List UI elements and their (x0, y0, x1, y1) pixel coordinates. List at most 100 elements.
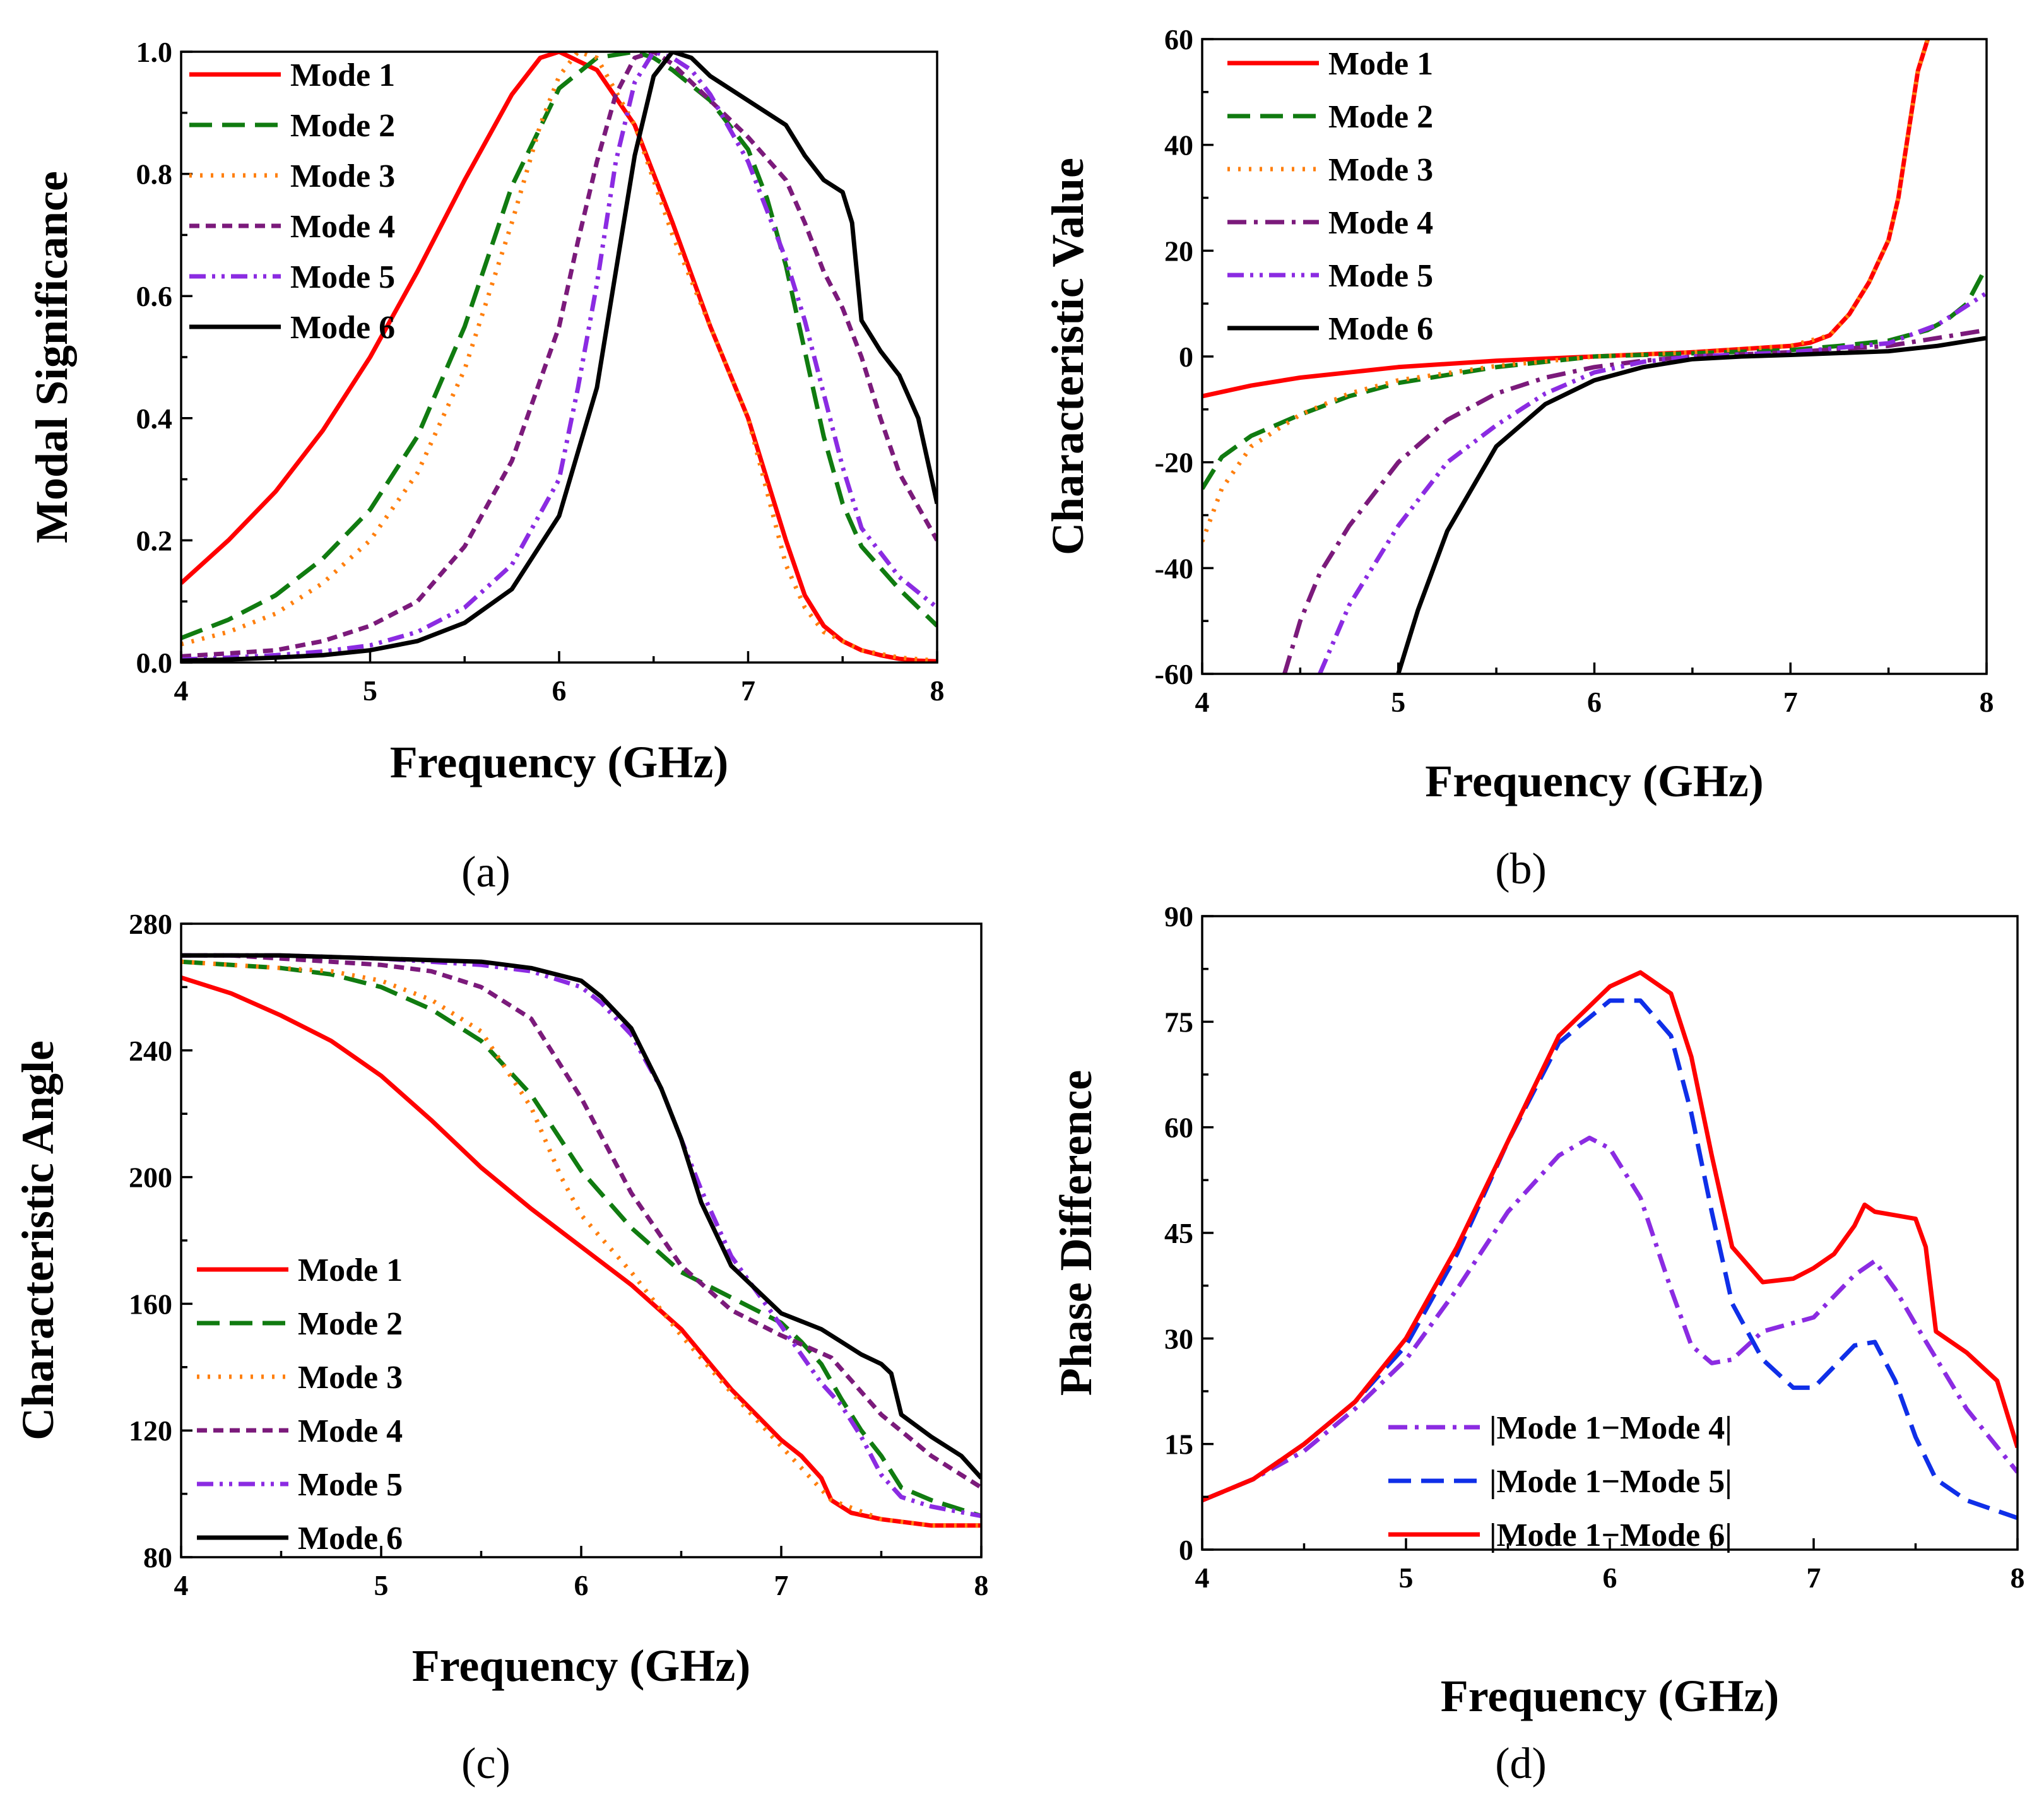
legend-label: Mode 2 (1328, 99, 1433, 135)
series-line-3 (181, 52, 937, 662)
y-tick-label: 0.8 (136, 158, 173, 191)
y-axis-title: Characteristic Value (1043, 158, 1093, 555)
x-axis-title: Frequency (GHz) (1441, 1671, 1780, 1721)
x-tick-label: 4 (1195, 1562, 1210, 1594)
series-line-2 (181, 52, 937, 640)
plot-frame (180, 922, 983, 1558)
y-tick-label: 200 (129, 1162, 172, 1194)
y-tick-label: 1.0 (136, 36, 173, 68)
legend-label: |Mode 1−Mode 5| (1489, 1464, 1732, 1500)
y-axis-title: Phase Difference (1051, 1070, 1101, 1396)
x-tick-label: 7 (741, 674, 755, 707)
x-tick-label: 4 (174, 1569, 189, 1601)
legend-label: Mode 2 (290, 108, 395, 144)
y-tick-label: 160 (129, 1288, 172, 1320)
chart-panel-2: 4 5 6 7 8 -60 -40 -20 0 20 40 60 Frequency (GHz) Char… (1043, 23, 1994, 893)
legend: Mode 1 Mode 2 Mode 3 Mode 4 Mode 5 Mode 6 (1227, 46, 1433, 347)
legend: Mode 1 Mode 2 Mode 3 Mode 4 Mode 5 Mode 6 (197, 1252, 403, 1557)
x-axis-title: Frequency (GHz) (1425, 756, 1764, 806)
legend-label: Mode 5 (1328, 258, 1433, 294)
panel-label: (c) (461, 1740, 511, 1788)
y-tick-label: 80 (143, 1541, 172, 1574)
series-line-1 (181, 975, 981, 1528)
x-tick-label: 5 (363, 674, 377, 707)
series-line-1 (1202, 39, 1930, 399)
x-tick-label: 8 (974, 1569, 989, 1601)
x-tick-label: 4 (1195, 686, 1210, 718)
x-tick-label: 6 (574, 1569, 589, 1601)
y-tick-label: 15 (1164, 1428, 1193, 1461)
legend-label: Mode 6 (290, 310, 395, 346)
legend-label: Mode 3 (1328, 152, 1433, 188)
x-tick-label: 5 (1399, 1562, 1414, 1594)
series-line-6 (181, 52, 937, 662)
y-tick-label: 60 (1164, 23, 1193, 56)
legend-label: Mode 4 (298, 1413, 403, 1449)
x-tick-label: 7 (1783, 686, 1798, 718)
series-line-4 (181, 52, 937, 659)
y-tick-label: 0.4 (136, 403, 173, 435)
y-tick-label: 280 (129, 908, 172, 940)
y-tick-label: 0.0 (136, 647, 173, 679)
panel-label: (d) (1495, 1740, 1547, 1788)
plot-frame (1201, 915, 2019, 1551)
y-tick-label: 0 (1179, 1534, 1193, 1566)
y-tick-label: 60 (1164, 1112, 1193, 1144)
y-tick-label: 40 (1164, 129, 1193, 162)
legend-label: Mode 1 (1328, 46, 1433, 82)
y-tick-label: 0 (1179, 341, 1193, 373)
series-line-1 (1202, 1135, 2017, 1503)
legend-label: Mode 2 (298, 1306, 403, 1342)
x-tick-label: 5 (374, 1569, 389, 1601)
legend-label: |Mode 1−Mode 4| (1489, 1410, 1732, 1446)
y-tick-label: 120 (129, 1415, 172, 1447)
legend: |Mode 1−Mode 4| |Mode 1−Mode 5| |Mode 1−Mo… (1388, 1410, 1732, 1553)
panel-label: (a) (461, 848, 511, 897)
x-tick-label: 7 (774, 1569, 789, 1601)
series-line-4 (181, 953, 981, 1490)
chart-panel-3: 4 5 6 7 8 80 120 160 200 240 280 Frequency (GHz) Cha… (13, 908, 989, 1788)
x-tick-label: 5 (1391, 686, 1405, 718)
series-line-6 (181, 953, 981, 1480)
y-tick-label: 20 (1164, 235, 1193, 267)
legend: Mode 1 Mode 2 Mode 3 Mode 4 Mode 5 Mode 6 (189, 57, 395, 346)
series-line-3 (1202, 970, 2017, 1503)
y-tick-label: 0.2 (136, 524, 173, 556)
series-line-2 (1202, 998, 2017, 1521)
legend-label: Mode 1 (290, 57, 395, 93)
y-tick-label: 75 (1164, 1006, 1193, 1038)
y-tick-label: 0.6 (136, 280, 173, 312)
legend-label: Mode 6 (298, 1521, 403, 1557)
y-axis-title: Characteristic Angle (13, 1040, 63, 1440)
series-line-3 (181, 959, 981, 1528)
legend-label: Mode 4 (290, 209, 395, 245)
x-tick-label: 8 (930, 674, 945, 707)
legend-label: Mode 4 (1328, 205, 1433, 241)
x-tick-label: 6 (1587, 686, 1602, 718)
x-tick-label: 6 (552, 674, 567, 707)
chart-panel-1: 4 5 6 7 8 0.0 0.2 0.4 0.6 0.8 1.0 Frequency (GHz) Mo… (27, 36, 945, 897)
legend-label: Mode 3 (290, 158, 395, 194)
series-line-4 (1282, 327, 1987, 674)
x-axis-title: Frequency (GHz) (412, 1640, 751, 1691)
series-line-5 (1318, 291, 1987, 674)
y-tick-label: -60 (1155, 658, 1193, 690)
y-tick-label: 240 (129, 1035, 172, 1067)
y-tick-label: -20 (1155, 447, 1193, 479)
x-tick-label: 6 (1603, 1562, 1617, 1594)
panel-label: (b) (1495, 845, 1547, 893)
legend-label: Mode 1 (298, 1252, 403, 1288)
series-line-2 (181, 959, 981, 1519)
y-axis-title: Modal Significance (27, 171, 77, 543)
x-tick-label: 8 (2011, 1562, 2025, 1594)
x-tick-label: 7 (1807, 1562, 1821, 1594)
x-tick-label: 8 (1980, 686, 1994, 718)
x-axis-title: Frequency (GHz) (390, 737, 729, 787)
legend-label: |Mode 1−Mode 6| (1489, 1517, 1732, 1553)
series-line-1 (181, 52, 937, 662)
legend-label: Mode 5 (298, 1467, 403, 1503)
legend-label: Mode 3 (298, 1360, 403, 1396)
y-tick-label: 90 (1164, 900, 1193, 933)
